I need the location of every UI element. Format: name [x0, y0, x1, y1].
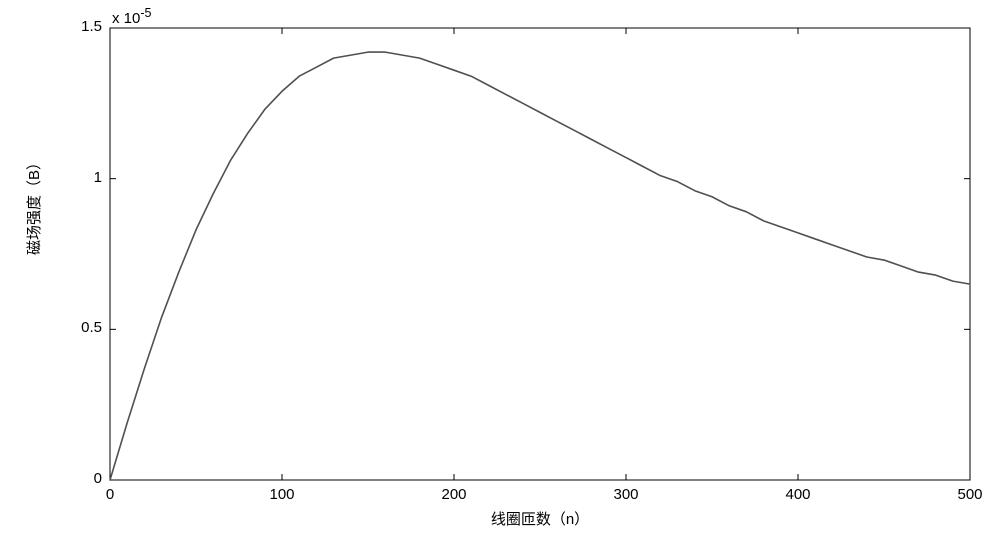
plot-box [110, 28, 970, 480]
x-tick-label: 500 [950, 486, 990, 503]
x-tick-label: 300 [606, 486, 646, 503]
y-axis-label-text: 磁场强度（B） [26, 155, 43, 255]
x-axis-label: 线圈匝数（n） [0, 508, 1000, 529]
y-tick-label: 0 [94, 470, 102, 487]
x-tick-label: 400 [778, 486, 818, 503]
y-tick-label: 1 [94, 169, 102, 186]
exp-text: x 10 [112, 10, 140, 27]
y-tick-label: 0.5 [81, 319, 102, 336]
x-tick-label: 0 [90, 486, 130, 503]
y-exponent-label: x 10-5 [112, 6, 151, 27]
plot-svg [0, 0, 1000, 547]
chart-container: { "chart": { "type": "line", "width_px":… [0, 0, 1000, 547]
x-tick-label: 200 [434, 486, 474, 503]
exp-sup: -5 [140, 6, 151, 20]
x-axis-label-text: 线圈匝数（n） [491, 511, 589, 528]
y-axis-label: 磁场强度（B） [23, 155, 44, 255]
y-tick-label: 1.5 [81, 18, 102, 35]
x-tick-label: 100 [262, 486, 302, 503]
